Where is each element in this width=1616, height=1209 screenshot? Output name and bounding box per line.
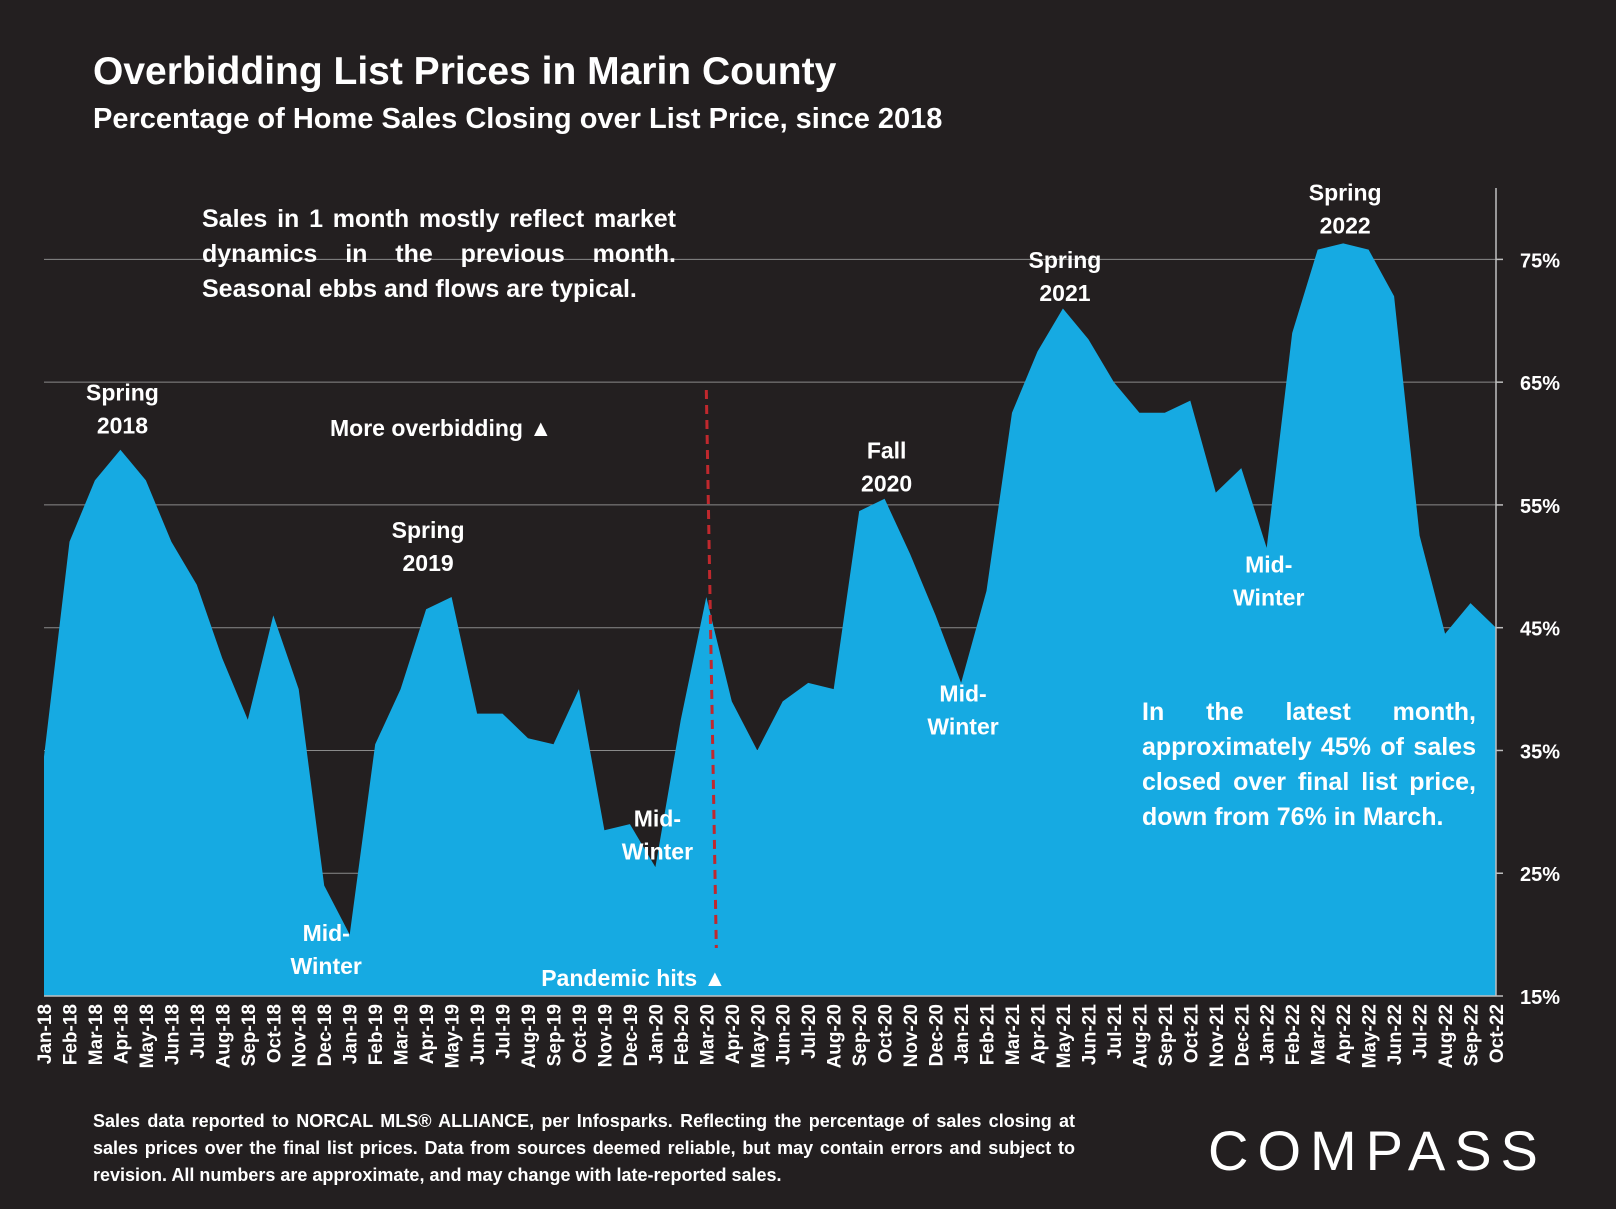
x-tick-label: Jul-20: [799, 1004, 820, 1059]
annotation-label: Spring: [1309, 179, 1382, 205]
annotation-label: Winter: [927, 713, 998, 739]
annotation-label: Mid-: [634, 806, 681, 832]
annotation-label: Mid-: [939, 680, 986, 706]
x-tick-label: Nov-21: [1207, 1004, 1228, 1068]
x-tick-label: May-19: [443, 1004, 464, 1068]
x-tick-label: Jun-21: [1079, 1004, 1100, 1066]
compass-logo: COMPASS: [1208, 1119, 1547, 1182]
annotation-label: 2020: [861, 470, 912, 496]
x-tick-label: Sep-22: [1462, 1004, 1483, 1066]
annotation-label: Fall: [867, 437, 907, 463]
more-overbidding-label: More overbidding ▲: [330, 415, 552, 441]
x-tick-label: Mar-22: [1309, 1004, 1330, 1065]
x-tick-label: Dec-19: [621, 1004, 642, 1066]
y-tick-label: 15%: [1520, 987, 1560, 1009]
x-tick-label: May-21: [1054, 1004, 1075, 1069]
x-tick-label: Jul-18: [188, 1004, 209, 1059]
latest-month-note: In the latest month, approximately 45% o…: [1142, 698, 1476, 831]
x-tick-label: Apr-22: [1334, 1004, 1355, 1064]
x-tick-label: Nov-20: [901, 1004, 922, 1067]
x-tick-label: Aug-20: [825, 1004, 846, 1068]
x-tick-label: Dec-20: [927, 1004, 948, 1066]
x-tick-label: Aug-21: [1130, 1004, 1151, 1069]
x-tick-label: Feb-20: [672, 1004, 693, 1065]
x-tick-label: Nov-19: [595, 1004, 616, 1067]
x-tick-label: Feb-22: [1283, 1004, 1304, 1065]
x-tick-label: Nov-18: [290, 1004, 311, 1067]
x-tick-label: Jun-19: [468, 1004, 489, 1065]
x-tick-label: Feb-19: [366, 1004, 387, 1065]
annotation-label: Mid-: [1245, 551, 1292, 577]
annotation-label: Mid-: [303, 920, 350, 946]
x-tick-label: Mar-18: [86, 1004, 107, 1065]
x-tick-label: Dec-21: [1232, 1004, 1253, 1067]
x-tick-label: Mar-20: [697, 1004, 718, 1065]
x-tick-label: Oct-22: [1487, 1004, 1508, 1063]
x-tick-label: May-22: [1360, 1004, 1381, 1068]
x-tick-label: May-18: [137, 1004, 158, 1068]
annotation-label: Spring: [86, 380, 159, 406]
x-tick-label: Apr-19: [417, 1004, 438, 1064]
area-chart: 15%25%35%45%55%65%75%Jan-18 Feb-18 Mar-18 A…: [35, 179, 1560, 1069]
x-tick-label: Apr-21: [1028, 1004, 1049, 1065]
annotation-label: Spring: [1029, 247, 1102, 273]
y-tick-label: 25%: [1520, 864, 1560, 886]
y-tick-label: 35%: [1520, 741, 1560, 763]
x-tick-label: May-20: [748, 1004, 769, 1068]
y-tick-label: 55%: [1520, 496, 1560, 518]
x-tick-label: Oct-19: [570, 1004, 591, 1063]
annotation-label: 2021: [1039, 280, 1090, 306]
x-tick-label: Oct-20: [876, 1004, 897, 1063]
pandemic-label: Pandemic hits ▲: [541, 965, 726, 991]
x-tick-label: Jan-18: [35, 1004, 56, 1064]
x-tick-label: Sep-20: [850, 1004, 871, 1066]
x-tick-label: Jan-20: [646, 1004, 667, 1064]
x-tick-label: Jan-19: [341, 1004, 362, 1064]
x-tick-label: Sep-18: [239, 1004, 260, 1066]
x-tick-label: Aug-19: [519, 1004, 540, 1068]
x-tick-label: Dec-18: [315, 1004, 336, 1066]
x-tick-label: Aug-18: [213, 1004, 234, 1068]
x-tick-label: Mar-21: [1003, 1004, 1024, 1066]
annotation-label: Spring: [392, 517, 465, 543]
x-tick-label: Jul-21: [1105, 1004, 1126, 1059]
source-footnote: Sales data reported to NORCAL MLS® ALLIA…: [93, 1111, 1075, 1185]
x-tick-label: Mar-19: [392, 1004, 413, 1065]
market-dynamics-note: Sales in 1 month mostly reflect market d…: [202, 205, 676, 303]
x-tick-label: Apr-20: [723, 1004, 744, 1064]
chart-subtitle: Percentage of Home Sales Closing over Li…: [93, 103, 943, 135]
annotation-label: Winter: [291, 953, 362, 979]
x-tick-label: Jul-22: [1411, 1004, 1432, 1059]
area-series: [44, 243, 1496, 996]
annotation-label: Winter: [622, 839, 693, 865]
annotation-label: 2022: [1320, 212, 1371, 238]
annotation-label: 2019: [403, 550, 454, 576]
y-tick-label: 65%: [1520, 373, 1560, 395]
x-tick-label: Apr-18: [111, 1004, 132, 1064]
x-tick-label: Sep-21: [1156, 1004, 1177, 1067]
x-tick-label: Jan-21: [952, 1004, 973, 1065]
x-tick-label: Aug-22: [1436, 1004, 1457, 1068]
x-tick-label: Jun-22: [1385, 1004, 1406, 1065]
x-tick-label: Oct-21: [1181, 1004, 1202, 1064]
x-tick-label: Jan-22: [1258, 1004, 1279, 1064]
x-tick-label: Jun-18: [162, 1004, 183, 1065]
pandemic-marker-line: [704, 389, 718, 949]
x-tick-label: Sep-19: [544, 1004, 565, 1066]
annotation-label: 2018: [97, 413, 148, 439]
chart-title: Overbidding List Prices in Marin County: [93, 50, 837, 93]
x-tick-label: Feb-18: [60, 1004, 81, 1065]
y-tick-label: 45%: [1520, 619, 1560, 641]
x-tick-label: Oct-18: [264, 1004, 285, 1063]
x-tick-label: Feb-21: [978, 1004, 999, 1066]
y-tick-label: 75%: [1520, 250, 1560, 272]
x-tick-label: Jul-19: [494, 1004, 515, 1059]
x-tick-label: Jun-20: [774, 1004, 795, 1065]
annotation-label: Winter: [1233, 584, 1304, 610]
